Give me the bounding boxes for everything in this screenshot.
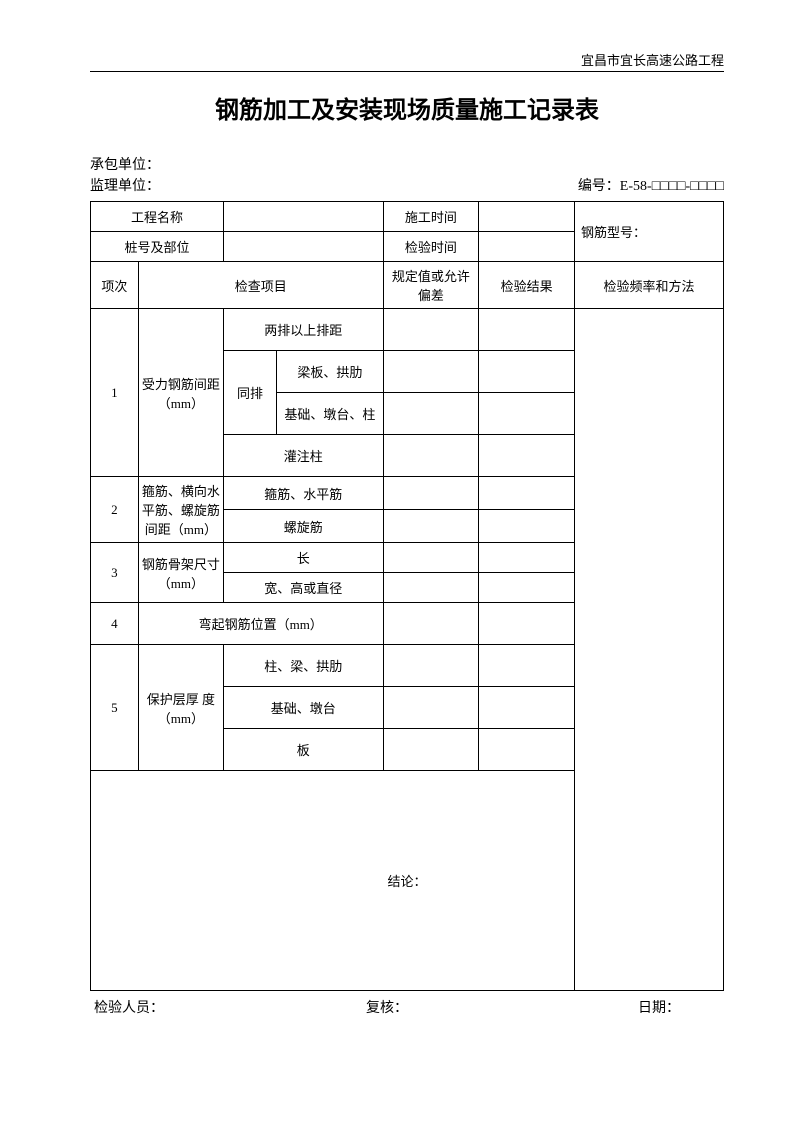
pile-position-value <box>223 232 383 262</box>
r3-seq: 3 <box>91 543 139 603</box>
table-cell <box>383 309 479 351</box>
col-check-item: 检查项目 <box>138 262 383 309</box>
table-cell <box>479 435 575 477</box>
r4-seq: 4 <box>91 603 139 645</box>
supervisor-label: 监理单位： <box>90 176 160 197</box>
r2-sub-b: 螺旋筋 <box>223 510 383 543</box>
table-cell <box>383 543 479 573</box>
table-cell <box>383 435 479 477</box>
r1-sub-b1: 梁板、拱肋 <box>277 351 383 393</box>
table-cell <box>479 510 575 543</box>
table-cell <box>383 729 479 771</box>
project-name-label: 工程名称 <box>91 202 224 232</box>
inspection-time-label: 检验时间 <box>383 232 479 262</box>
meta-block: 承包单位： 监理单位： 编号：E-58-□□□□-□□□□ <box>90 155 724 197</box>
table-cell <box>479 393 575 435</box>
inspection-time-value <box>479 232 575 262</box>
r5-sub-b: 基础、墩台 <box>223 687 383 729</box>
table-cell <box>383 603 479 645</box>
col-spec: 规定值或允许偏差 <box>383 262 479 309</box>
r1-sub-b2: 基础、墩台、柱 <box>277 393 383 435</box>
table-cell <box>479 309 575 351</box>
r1-sub-b-group: 同排 <box>223 351 276 435</box>
page-title: 钢筋加工及安装现场质量施工记录表 <box>90 90 724 125</box>
page-header: 宜昌市宜长高速公路工程 <box>90 50 724 72</box>
table-cell <box>383 477 479 510</box>
r5-sub-a: 柱、梁、拱肋 <box>223 645 383 687</box>
col-freq: 检验频率和方法 <box>575 262 724 309</box>
table-cell <box>479 729 575 771</box>
r1-sub-a: 两排以上排距 <box>223 309 383 351</box>
table-cell <box>383 351 479 393</box>
project-name-value <box>223 202 383 232</box>
serial-label: 编号：E-58-□□□□-□□□□ <box>578 176 724 197</box>
r4-label: 弯起钢筋位置（mm） <box>138 603 383 645</box>
construction-time-label: 施工时间 <box>383 202 479 232</box>
contractor-label: 承包单位： <box>90 155 724 176</box>
rebar-model-label: 钢筋型号： <box>575 202 724 262</box>
r3-sub-b: 宽、高或直径 <box>223 573 383 603</box>
r1-sub-c: 灌注柱 <box>223 435 383 477</box>
r5-group: 保护层厚 度（mm） <box>138 645 223 771</box>
table-cell <box>383 687 479 729</box>
table-cell <box>383 645 479 687</box>
table-cell <box>383 573 479 603</box>
r3-sub-a: 长 <box>223 543 383 573</box>
construction-time-value <box>479 202 575 232</box>
table-cell <box>479 603 575 645</box>
r1-group: 受力钢筋间距（mm） <box>138 309 223 477</box>
r2-seq: 2 <box>91 477 139 543</box>
table-cell <box>479 645 575 687</box>
inspector-label: 检验人员： <box>94 997 289 1017</box>
col-result: 检验结果 <box>479 262 575 309</box>
record-table: 工程名称 施工时间 钢筋型号： 桩号及部位 检验时间 项次 检查项目 规定值或允… <box>90 201 724 991</box>
table-cell <box>479 351 575 393</box>
table-cell <box>383 510 479 543</box>
col-seq: 项次 <box>91 262 139 309</box>
conclusion-cell: 结论： <box>91 771 724 991</box>
table-cell <box>479 543 575 573</box>
table-cell <box>479 573 575 603</box>
table-cell <box>479 477 575 510</box>
table-cell <box>383 393 479 435</box>
r2-sub-a: 箍筋、水平筋 <box>223 477 383 510</box>
r2-group: 箍筋、横向水平筋、螺旋筋间距（mm） <box>138 477 223 543</box>
date-label: 日期： <box>485 997 720 1017</box>
r5-seq: 5 <box>91 645 139 771</box>
reviewer-label: 复核： <box>289 997 484 1017</box>
pile-position-label: 桩号及部位 <box>91 232 224 262</box>
footer-row: 检验人员： 复核： 日期： <box>90 997 724 1017</box>
table-cell <box>479 687 575 729</box>
r3-group: 钢筋骨架尺寸（mm） <box>138 543 223 603</box>
conclusion-label: 结论： <box>387 874 426 889</box>
r1-seq: 1 <box>91 309 139 477</box>
r5-sub-c: 板 <box>223 729 383 771</box>
